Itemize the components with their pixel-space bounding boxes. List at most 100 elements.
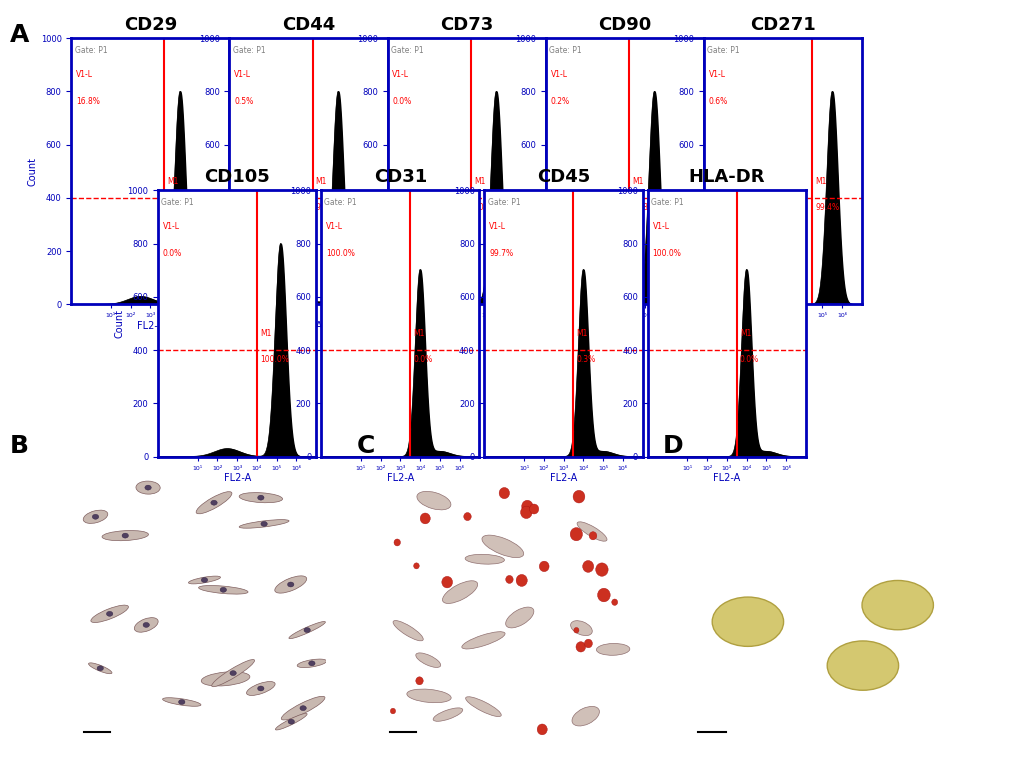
Y-axis label: Count: Count [28,157,38,186]
X-axis label: FL2-A: FL2-A [549,473,577,483]
Ellipse shape [261,521,267,527]
Ellipse shape [466,697,500,717]
Text: Gate: P1: Gate: P1 [161,198,194,207]
Ellipse shape [275,713,307,730]
X-axis label: FL2-A: FL2-A [386,473,414,483]
Text: M1: M1 [413,329,424,338]
Ellipse shape [416,653,440,667]
Ellipse shape [122,533,128,538]
Text: 99.4%: 99.4% [815,203,839,212]
Circle shape [464,513,471,521]
Ellipse shape [287,719,294,724]
Ellipse shape [106,611,113,616]
Ellipse shape [465,554,504,564]
Ellipse shape [258,686,264,691]
Text: V1-L: V1-L [163,222,179,231]
Circle shape [584,639,592,648]
Text: 83.2%: 83.2% [167,203,192,212]
Circle shape [390,708,395,714]
Circle shape [595,563,607,576]
Ellipse shape [442,581,477,603]
Text: CD31: CD31 [373,168,427,186]
Ellipse shape [482,535,523,558]
Text: M1: M1 [260,329,271,338]
Ellipse shape [300,705,306,711]
X-axis label: FL2-A: FL2-A [768,321,796,331]
Ellipse shape [247,682,275,696]
Text: A: A [10,23,30,47]
Ellipse shape [287,582,293,587]
Ellipse shape [199,585,248,594]
Text: 99.8%: 99.8% [631,203,655,212]
Circle shape [611,599,618,606]
Text: V1-L: V1-L [652,222,668,231]
Ellipse shape [102,530,149,540]
Ellipse shape [201,672,250,686]
X-axis label: FL2-A: FL2-A [712,473,740,483]
X-axis label: FL2-A: FL2-A [137,321,164,331]
Ellipse shape [91,605,128,622]
Text: Gate: P1: Gate: P1 [390,46,423,55]
Text: C: C [357,434,375,458]
Ellipse shape [238,520,288,528]
Circle shape [582,561,593,572]
Circle shape [441,576,452,588]
Ellipse shape [222,677,228,681]
Ellipse shape [596,644,629,655]
Text: CD105: CD105 [204,168,270,186]
Ellipse shape [201,578,208,582]
Ellipse shape [407,689,450,702]
Circle shape [498,488,510,498]
Ellipse shape [392,620,423,641]
Text: M1: M1 [473,177,485,186]
Ellipse shape [505,607,533,628]
Text: 0.0%: 0.0% [739,355,758,365]
Text: 100.0%: 100.0% [652,249,681,258]
Circle shape [597,588,609,602]
Text: M1: M1 [315,177,327,186]
Circle shape [589,532,596,540]
Circle shape [393,539,400,546]
Text: B: B [10,434,30,458]
Circle shape [520,506,532,518]
Text: Gate: P1: Gate: P1 [487,198,520,207]
Circle shape [416,677,423,685]
Text: 100.0%: 100.0% [326,249,355,258]
Text: 0.0%: 0.0% [413,355,432,365]
Text: 0.6%: 0.6% [708,97,728,106]
Text: Gate: P1: Gate: P1 [548,46,581,55]
Ellipse shape [288,622,325,638]
Ellipse shape [212,660,255,686]
Circle shape [537,724,547,735]
Text: 100.0%: 100.0% [473,203,502,212]
X-axis label: FL2-A: FL2-A [610,321,638,331]
Ellipse shape [211,500,217,505]
Text: V1-L: V1-L [550,70,567,79]
Circle shape [414,563,419,569]
Ellipse shape [220,587,226,592]
Text: Gate: P1: Gate: P1 [324,198,357,207]
Text: V1-L: V1-L [76,70,93,79]
X-axis label: FL2-A: FL2-A [294,321,322,331]
Ellipse shape [570,621,592,635]
Circle shape [574,628,579,633]
Text: 99.7%: 99.7% [489,249,513,258]
Circle shape [573,490,584,503]
Text: CD271: CD271 [749,16,815,34]
Text: CD73: CD73 [439,16,493,34]
Text: Gate: P1: Gate: P1 [706,46,739,55]
Text: M1: M1 [167,177,178,186]
Circle shape [516,575,527,587]
Ellipse shape [274,576,307,593]
Circle shape [529,504,538,514]
Y-axis label: Count: Count [114,309,124,338]
Ellipse shape [143,622,150,627]
Text: CD44: CD44 [281,16,335,34]
Text: 0.0%: 0.0% [163,249,182,258]
Text: CD90: CD90 [597,16,651,34]
Text: 99.5%: 99.5% [315,203,339,212]
Text: M1: M1 [576,329,587,338]
Text: CD29: CD29 [123,16,177,34]
Text: 0.3%: 0.3% [576,355,595,365]
Text: V1-L: V1-L [234,70,251,79]
